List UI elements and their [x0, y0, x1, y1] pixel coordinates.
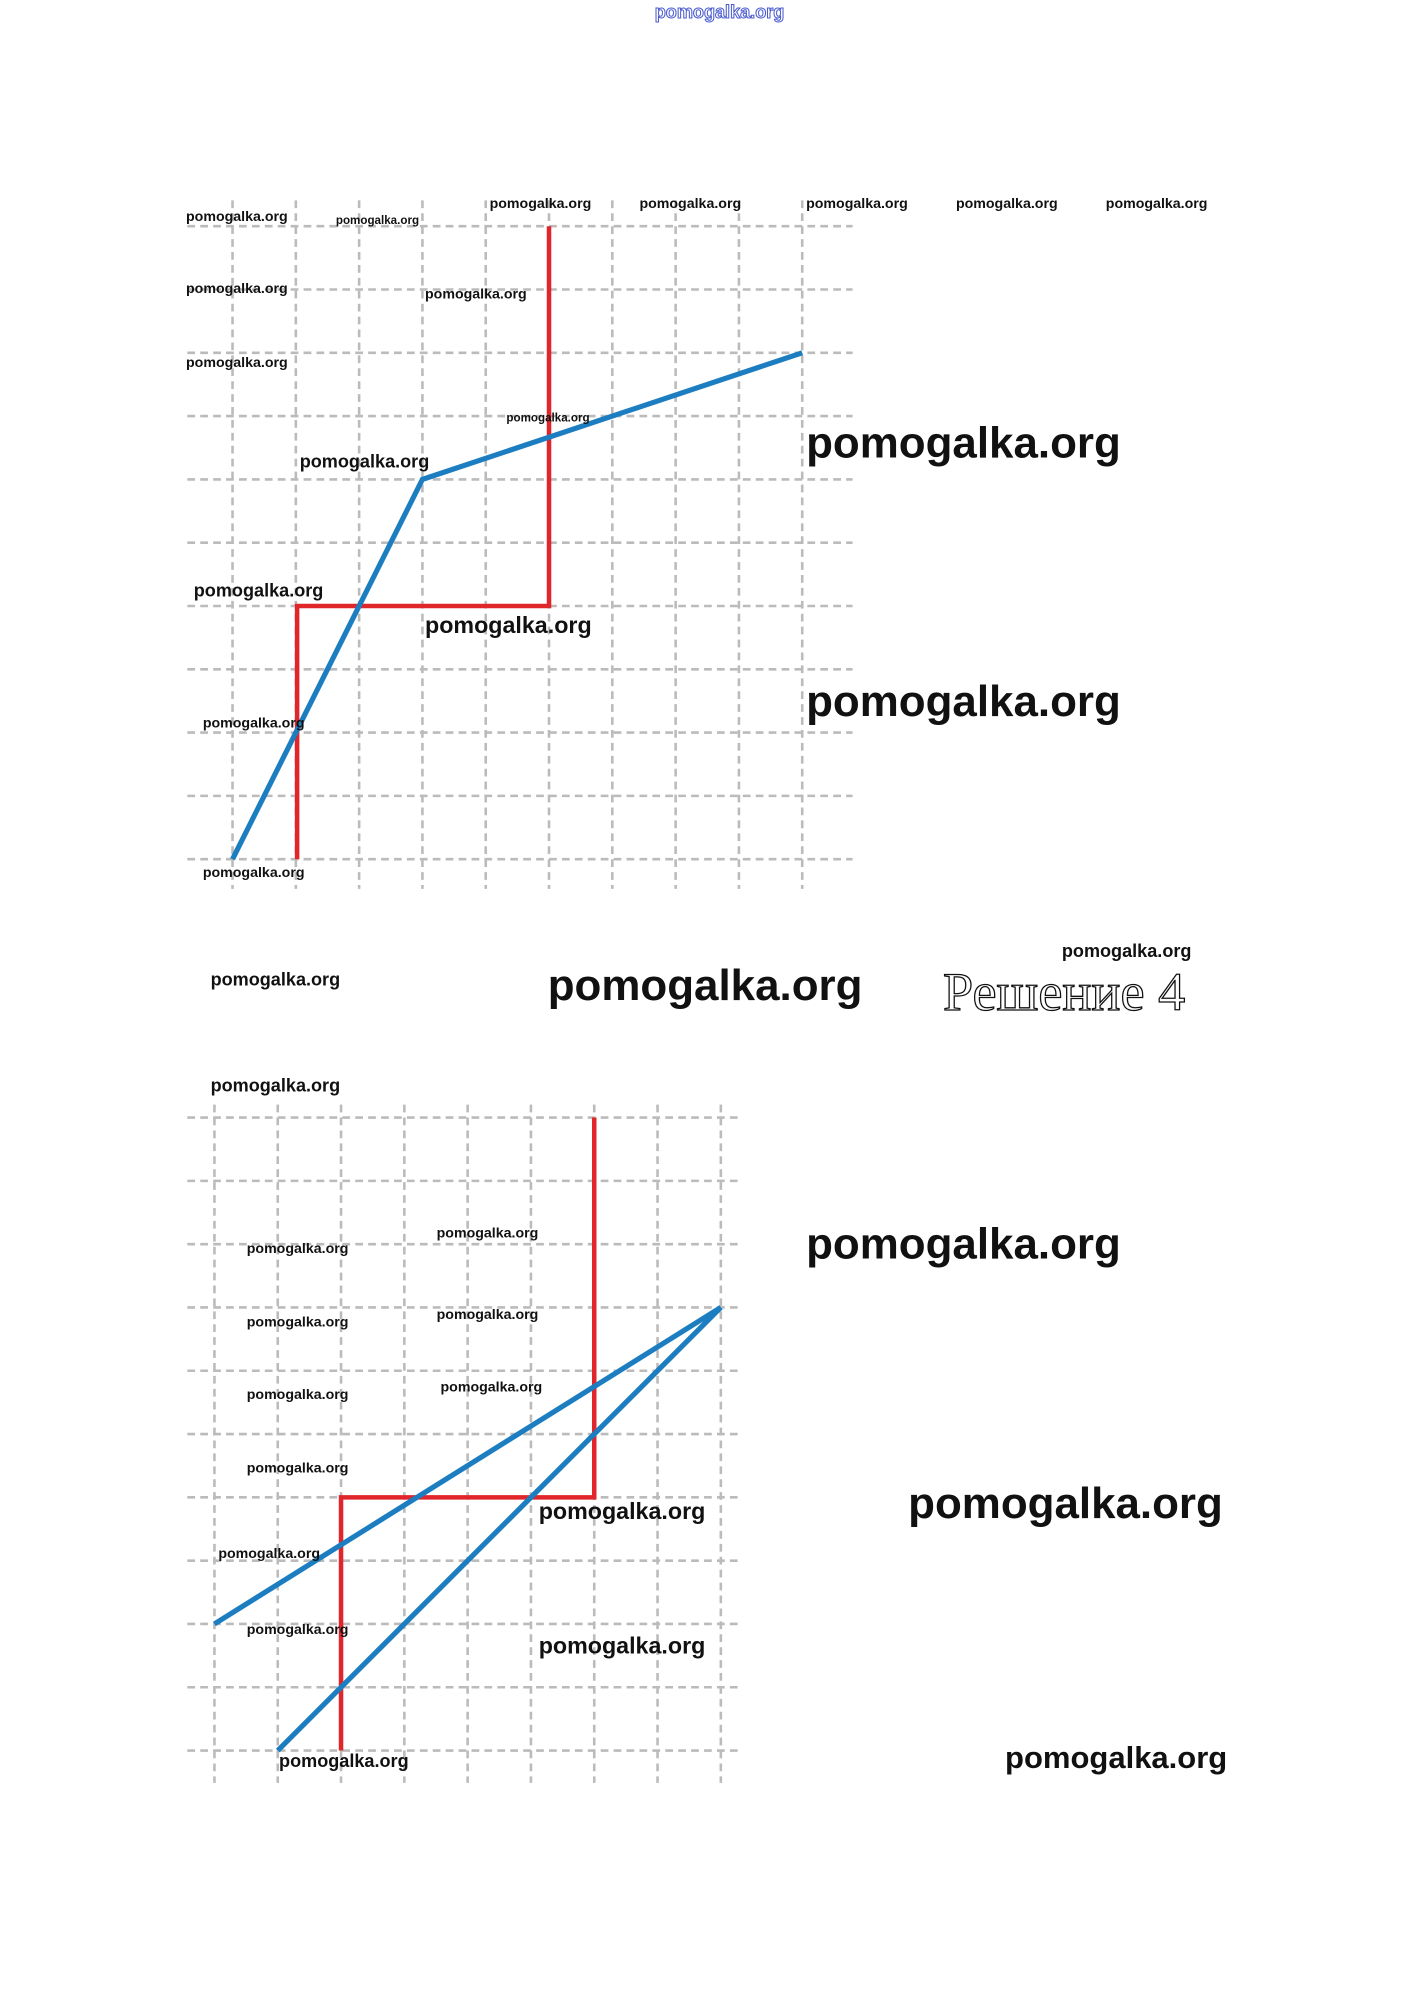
watermark: pomogalka.org — [247, 1461, 349, 1477]
watermark: pomogalka.org — [506, 412, 589, 425]
watermark: pomogalka.org — [548, 961, 863, 1010]
watermark: pomogalka.org — [247, 1241, 349, 1257]
watermark: pomogalka.org — [437, 1307, 539, 1323]
watermark: pomogalka.org — [437, 1226, 539, 1242]
blue-line — [213, 1305, 723, 1627]
watermark: pomogalka.org — [539, 1498, 706, 1524]
watermark: pomogalka.org — [186, 209, 288, 225]
watermark: pomogalka.org — [218, 1546, 320, 1562]
watermark: pomogalka.org — [247, 1315, 349, 1331]
watermark: pomogalka.org — [425, 286, 527, 302]
watermark: pomogalka.org — [1062, 941, 1192, 961]
watermark: pomogalka.org — [908, 1479, 1223, 1528]
red-path — [338, 1117, 597, 1751]
watermark: pomogalka.org — [194, 581, 324, 601]
header-watermark: pomogalka.org — [655, 2, 785, 22]
watermark: pomogalka.org — [539, 1632, 706, 1658]
watermark: pomogalka.org — [490, 196, 592, 212]
watermark: pomogalka.org — [186, 281, 288, 297]
watermark: pomogalka.org — [203, 715, 305, 731]
watermark: pomogalka.org — [806, 1219, 1121, 1268]
watermark: pomogalka.org — [956, 196, 1058, 212]
watermark: pomogalka.org — [211, 1075, 341, 1095]
watermark: pomogalka.org — [441, 1379, 543, 1395]
watermark: pomogalka.org — [425, 612, 592, 638]
watermark: pomogalka.org — [1005, 1740, 1227, 1775]
watermark: pomogalka.org — [639, 196, 741, 212]
watermark: pomogalka.org — [203, 865, 305, 881]
watermark: pomogalka.org — [300, 451, 430, 471]
watermark: pomogalka.org — [186, 355, 288, 371]
watermark: pomogalka.org — [247, 1387, 349, 1403]
diagram-1 — [187, 200, 853, 889]
watermark: pomogalka.org — [1106, 196, 1208, 212]
watermark: pomogalka.org — [211, 969, 341, 989]
watermark: pomogalka.org — [247, 1622, 349, 1638]
watermark: pomogalka.org — [806, 418, 1121, 467]
watermark: pomogalka.org — [806, 196, 908, 212]
blue-path — [230, 350, 804, 861]
watermark: pomogalka.org — [279, 1751, 409, 1771]
watermark: pomogalka.org — [806, 677, 1121, 726]
diagram-2 — [187, 1104, 743, 1783]
blue-line — [275, 1305, 723, 1753]
solution-title: Решение 4 — [943, 962, 1185, 1022]
watermark: pomogalka.org — [336, 214, 419, 227]
